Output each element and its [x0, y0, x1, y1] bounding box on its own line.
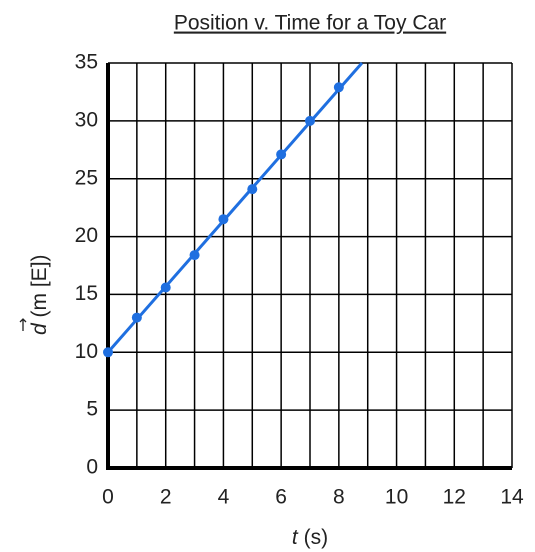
- data-point: [103, 347, 113, 358]
- x-axis-label: t (s): [292, 526, 328, 549]
- x-tick-label: 12: [443, 486, 466, 509]
- data-point: [218, 214, 229, 225]
- y-tick-label: 30: [75, 108, 98, 131]
- fit-line: [106, 62, 364, 354]
- x-tick-label: 0: [102, 486, 114, 509]
- vector-arrow: [19, 318, 27, 331]
- y-tick-label: 15: [75, 282, 98, 305]
- y-symbol: d: [28, 322, 51, 335]
- data-point: [189, 250, 200, 261]
- x-unit: (s): [304, 526, 329, 549]
- y-tick-label: 25: [75, 166, 98, 189]
- data-point: [247, 184, 258, 195]
- y-tick-label: 5: [86, 398, 98, 421]
- y-tick-label: 20: [75, 224, 98, 247]
- x-tick-label: 4: [218, 486, 230, 509]
- data-point: [160, 282, 171, 293]
- y-tick-label: 10: [75, 340, 98, 363]
- x-tick-label: 8: [333, 486, 345, 509]
- data-point: [131, 312, 142, 323]
- data-point: [333, 82, 344, 93]
- y-tick-label: 35: [75, 51, 98, 74]
- x-tick-label: 14: [500, 486, 524, 509]
- y-unit: (m [E]): [28, 254, 51, 317]
- y-tick-label: 0: [86, 456, 98, 479]
- y-axis-label: d (m [E]): [28, 254, 51, 335]
- y-axis-label-group: d (m [E]): [19, 254, 51, 335]
- data-point: [276, 149, 287, 160]
- chart-title: Position v. Time for a Toy Car: [174, 12, 446, 35]
- data-point: [305, 115, 315, 126]
- x-tick-label: 10: [385, 486, 408, 509]
- x-symbol: t: [292, 526, 299, 549]
- x-tick-label: 2: [160, 486, 172, 509]
- x-tick-label: 6: [275, 486, 287, 509]
